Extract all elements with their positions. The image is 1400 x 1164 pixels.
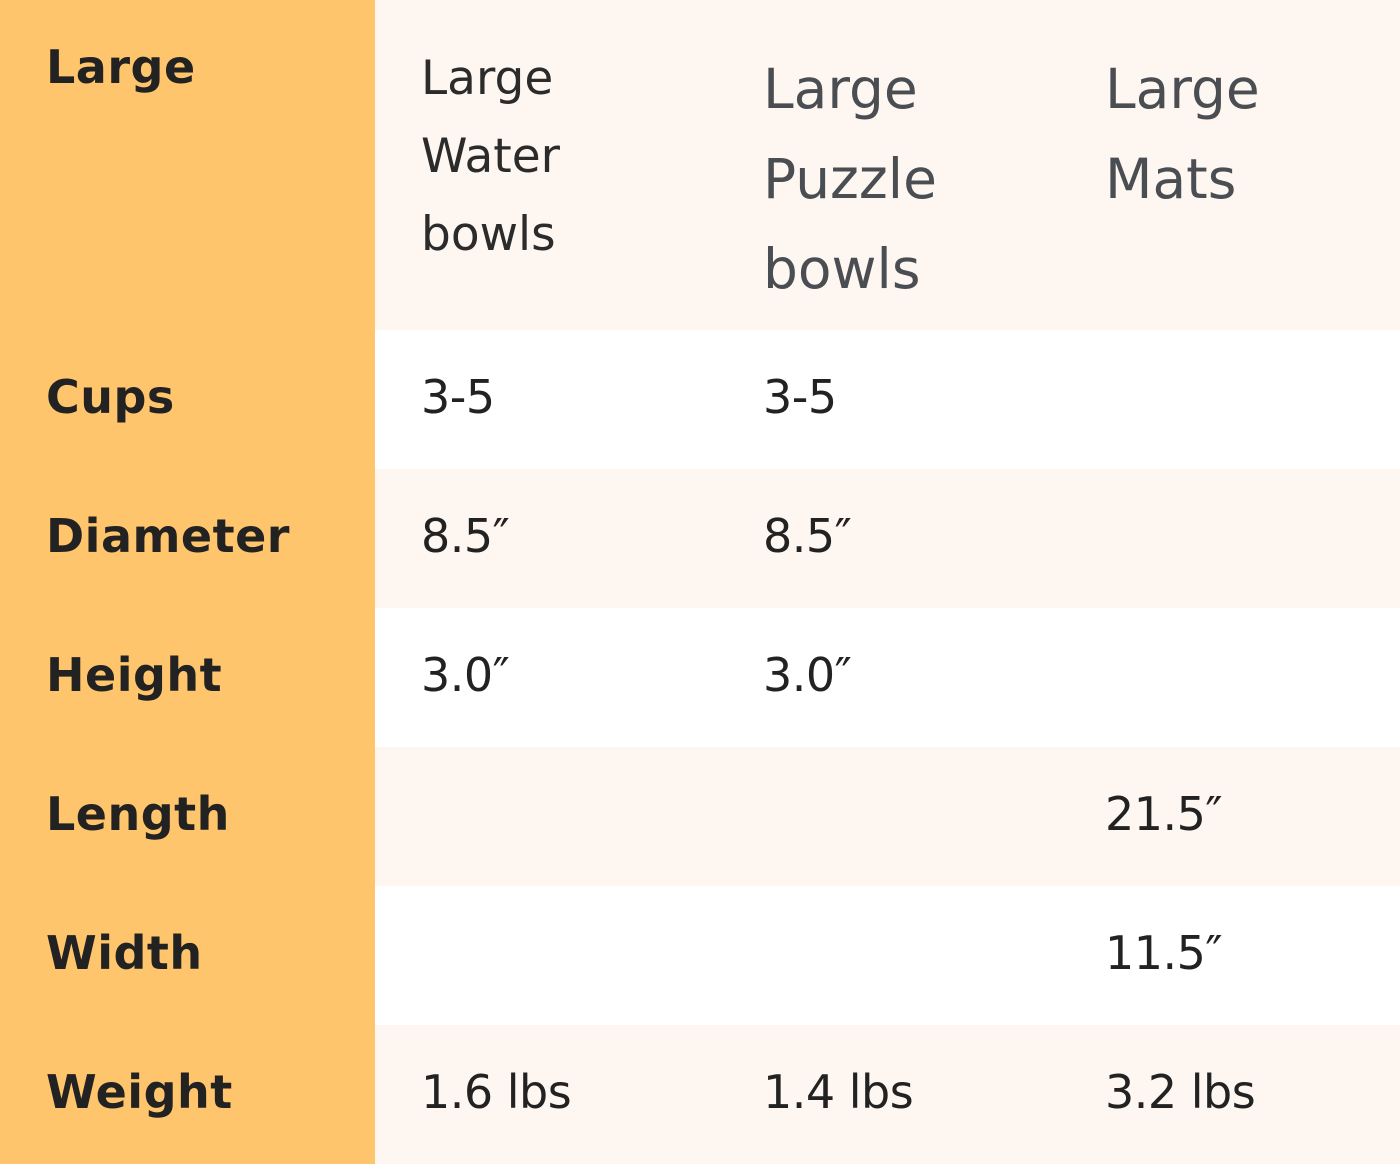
row-label: Width	[46, 926, 203, 980]
table-cell: 3.0″	[421, 648, 510, 702]
table-cell: 8.5″	[421, 509, 510, 563]
row-label: Length	[46, 787, 230, 841]
table-cell: 8.5″	[763, 509, 852, 563]
table-cell: 11.5″	[1105, 926, 1223, 980]
row-label: Cups	[46, 370, 175, 424]
row-label: Height	[46, 648, 223, 702]
table-row	[375, 469, 1400, 608]
row-label: Diameter	[46, 509, 290, 563]
table-cell: 3.0″	[763, 648, 852, 702]
header-label: Large	[46, 40, 196, 94]
header-row	[375, 0, 1400, 330]
table-cell: 21.5″	[1105, 787, 1223, 841]
table-row	[375, 1025, 1400, 1164]
table-cell: 3-5	[763, 370, 837, 424]
row-label: Weight	[46, 1065, 233, 1119]
table-cell: 3.2 lbs	[1105, 1065, 1256, 1119]
table-cell: 1.6 lbs	[421, 1065, 572, 1119]
label-column	[0, 0, 375, 1164]
column-header: Large Water bowls	[421, 51, 560, 262]
column-header: Large Mats	[1105, 57, 1260, 211]
table-cell: 1.4 lbs	[763, 1065, 914, 1119]
table-row	[375, 608, 1400, 747]
column-header: Large Puzzle bowls	[763, 57, 937, 301]
table-row	[375, 747, 1400, 886]
table-cell: 3-5	[421, 370, 495, 424]
table-row	[375, 330, 1400, 469]
table-row	[375, 886, 1400, 1025]
